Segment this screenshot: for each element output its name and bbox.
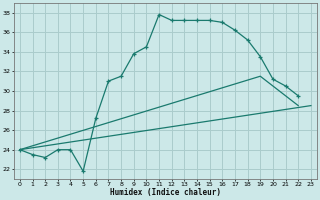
X-axis label: Humidex (Indice chaleur): Humidex (Indice chaleur) [110, 188, 221, 197]
